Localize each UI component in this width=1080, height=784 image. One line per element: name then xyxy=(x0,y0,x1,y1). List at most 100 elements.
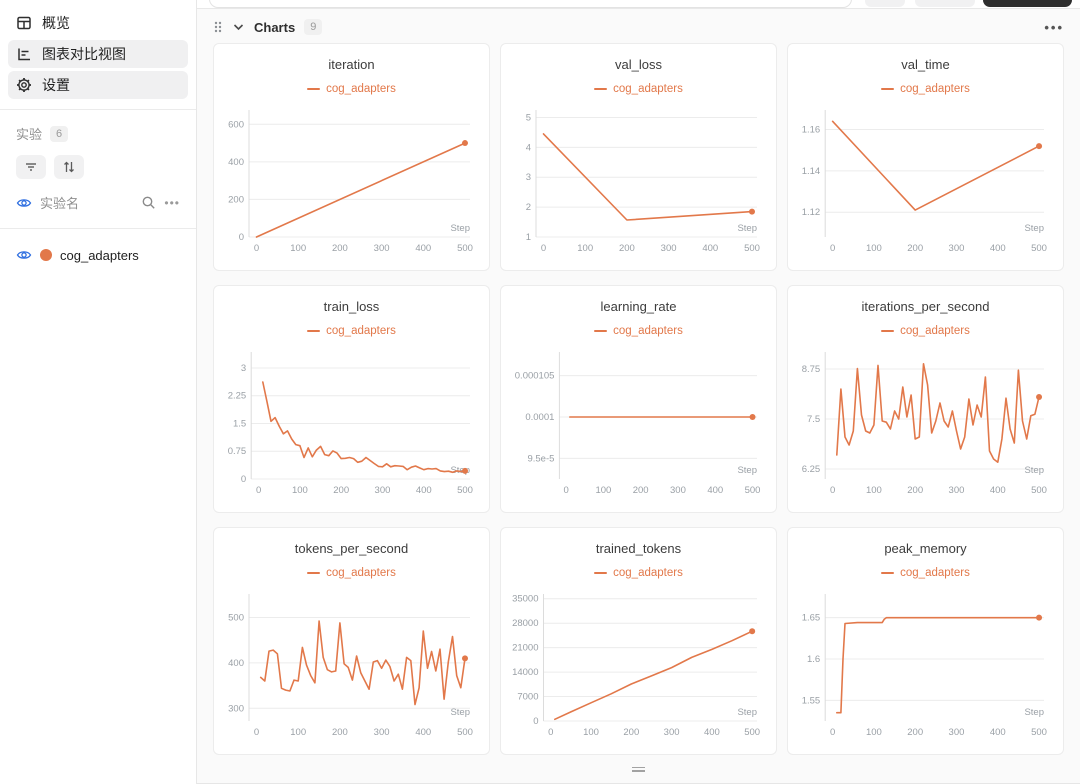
line-chart-plot[interactable]: 1.55 1.6 1.65 0 100 200 300 400 500 Step xyxy=(795,589,1056,741)
svg-text:0.000105: 0.000105 xyxy=(515,371,555,382)
line-chart-plot[interactable]: 1.12 1.14 1.16 0 100 200 300 400 500 Step xyxy=(795,105,1056,257)
svg-text:1: 1 xyxy=(526,232,531,243)
svg-text:500: 500 xyxy=(457,485,473,496)
svg-text:200: 200 xyxy=(333,485,349,496)
svg-text:200: 200 xyxy=(907,727,923,738)
svg-text:300: 300 xyxy=(949,727,965,738)
line-chart-plot[interactable]: 9.5e-5 0.0001 0.000105 0 100 200 300 400 500 Step xyxy=(508,347,769,499)
svg-text:400: 400 xyxy=(990,727,1006,738)
svg-text:2.25: 2.25 xyxy=(228,391,247,402)
legend-series-name: cog_adapters xyxy=(613,567,683,579)
chart-legend[interactable]: cog_adapters xyxy=(594,325,683,337)
sidebar-item-overview[interactable]: 概览 xyxy=(8,9,188,37)
legend-series-name: cog_adapters xyxy=(326,567,396,579)
svg-text:0: 0 xyxy=(239,232,244,243)
chart-title: iterations_per_second xyxy=(861,299,990,314)
svg-text:300: 300 xyxy=(228,703,244,714)
svg-text:Step: Step xyxy=(1024,707,1044,718)
chart-title: trained_tokens xyxy=(595,541,682,556)
legend-series-name: cog_adapters xyxy=(613,83,683,95)
experiment-list-more-button[interactable]: ••• xyxy=(164,195,180,210)
chart-legend[interactable]: cog_adapters xyxy=(307,83,396,95)
filter-button[interactable] xyxy=(16,155,46,179)
svg-text:0.75: 0.75 xyxy=(228,446,247,457)
sort-arrows-icon xyxy=(64,161,74,173)
chart-compare-icon xyxy=(18,48,30,61)
sidebar-divider xyxy=(0,228,196,229)
svg-text:1.55: 1.55 xyxy=(802,695,821,706)
svg-text:Step: Step xyxy=(450,223,470,234)
chart-card[interactable]: iterations_per_second cog_adapters 6.25 7… xyxy=(787,285,1064,513)
svg-text:28000: 28000 xyxy=(512,618,538,629)
experiment-name: cog_adapters xyxy=(60,247,139,263)
svg-text:0: 0 xyxy=(254,727,259,738)
svg-text:Step: Step xyxy=(1024,223,1044,234)
svg-text:500: 500 xyxy=(228,612,244,623)
chart-card[interactable]: val_loss cog_adapters 1 2 3 4 5 0 100 200 300 400… xyxy=(500,43,777,271)
svg-text:100: 100 xyxy=(290,727,306,738)
svg-text:200: 200 xyxy=(907,485,923,496)
line-chart-plot[interactable]: 0 7000 14000 21000 28000 35000 0 100 200 300 400 50… xyxy=(508,589,769,741)
svg-text:3: 3 xyxy=(526,172,531,183)
svg-text:400: 400 xyxy=(704,727,720,738)
chart-card[interactable]: tokens_per_second cog_adapters 300 400 500… xyxy=(213,527,490,755)
line-chart-plot[interactable]: 300 400 500 0 100 200 300 400 500 Step xyxy=(221,589,482,741)
line-chart-plot[interactable]: 1 2 3 4 5 0 100 200 300 400 500 Step xyxy=(508,105,769,257)
collapse-chevron-icon[interactable] xyxy=(232,21,245,33)
chart-legend[interactable]: cog_adapters xyxy=(594,567,683,579)
legend-line-icon xyxy=(307,330,321,332)
chart-legend[interactable]: cog_adapters xyxy=(881,567,970,579)
svg-text:100: 100 xyxy=(577,243,593,254)
toolbar-primary-button[interactable] xyxy=(983,0,1072,7)
search-input[interactable] xyxy=(209,0,852,8)
line-chart-plot[interactable]: 6.25 7.5 8.75 0 100 200 300 400 500 Step xyxy=(795,347,1056,499)
svg-text:100: 100 xyxy=(583,727,599,738)
svg-text:7000: 7000 xyxy=(517,692,538,703)
toolbar-button-2[interactable] xyxy=(915,0,975,7)
chart-legend[interactable]: cog_adapters xyxy=(881,325,970,337)
toggle-all-visibility-eye-icon[interactable] xyxy=(16,195,32,211)
section-resize-handle[interactable] xyxy=(628,763,649,776)
svg-text:0: 0 xyxy=(256,485,261,496)
legend-line-icon xyxy=(881,330,895,332)
drag-handle-icon[interactable] xyxy=(213,20,223,34)
chart-card[interactable]: trained_tokens cog_adapters 0 7000 14000 21… xyxy=(500,527,777,755)
svg-text:400: 400 xyxy=(228,658,244,669)
sort-button[interactable] xyxy=(54,155,84,179)
chart-card[interactable]: train_loss cog_adapters 0 0.75 1.5 2.25 3 0 10… xyxy=(213,285,490,513)
svg-text:100: 100 xyxy=(866,243,882,254)
svg-text:35000: 35000 xyxy=(512,594,538,605)
sidebar-item-settings[interactable]: 设置 xyxy=(8,71,188,99)
chart-title: tokens_per_second xyxy=(294,541,409,556)
line-chart-plot[interactable]: 0 200 400 600 0 100 200 300 400 500 Step xyxy=(221,105,482,257)
overview-grid-icon xyxy=(17,16,31,30)
svg-text:600: 600 xyxy=(228,119,244,130)
search-experiments-button[interactable] xyxy=(141,195,156,210)
svg-text:1.12: 1.12 xyxy=(802,207,821,218)
toggle-run-visibility-eye-icon[interactable] xyxy=(16,247,32,263)
chart-card[interactable]: iteration cog_adapters 0 200 400 600 0 100 200… xyxy=(213,43,490,271)
svg-text:Step: Step xyxy=(450,465,470,476)
chart-legend[interactable]: cog_adapters xyxy=(594,83,683,95)
experiment-row-cog-adapters[interactable]: cog_adapters xyxy=(0,239,196,271)
svg-text:1.16: 1.16 xyxy=(802,125,821,136)
chart-legend[interactable]: cog_adapters xyxy=(307,567,396,579)
charts-section-more-button[interactable]: ••• xyxy=(1044,19,1064,35)
svg-text:200: 200 xyxy=(633,485,649,496)
sidebar-item-chart-compare[interactable]: 图表对比视图 xyxy=(8,40,188,68)
svg-text:300: 300 xyxy=(949,243,965,254)
chart-legend[interactable]: cog_adapters xyxy=(307,325,396,337)
line-chart-plot[interactable]: 0 0.75 1.5 2.25 3 0 100 200 300 400 500 Step xyxy=(221,347,482,499)
svg-text:100: 100 xyxy=(866,485,882,496)
svg-text:0: 0 xyxy=(830,485,835,496)
svg-text:0: 0 xyxy=(241,474,246,485)
chart-title: val_loss xyxy=(615,57,662,72)
svg-text:300: 300 xyxy=(375,485,391,496)
chart-legend[interactable]: cog_adapters xyxy=(881,83,970,95)
chart-card[interactable]: val_time cog_adapters 1.12 1.14 1.16 0 100 20… xyxy=(787,43,1064,271)
charts-panel: Charts 9 ••• iteration cog_adapters 0 200… xyxy=(197,9,1080,784)
chart-card[interactable]: peak_memory cog_adapters 1.55 1.6 1.65 0 100… xyxy=(787,527,1064,755)
chart-card[interactable]: learning_rate cog_adapters 9.5e-5 0.0001 0… xyxy=(500,285,777,513)
toolbar-button-1[interactable] xyxy=(865,0,905,7)
